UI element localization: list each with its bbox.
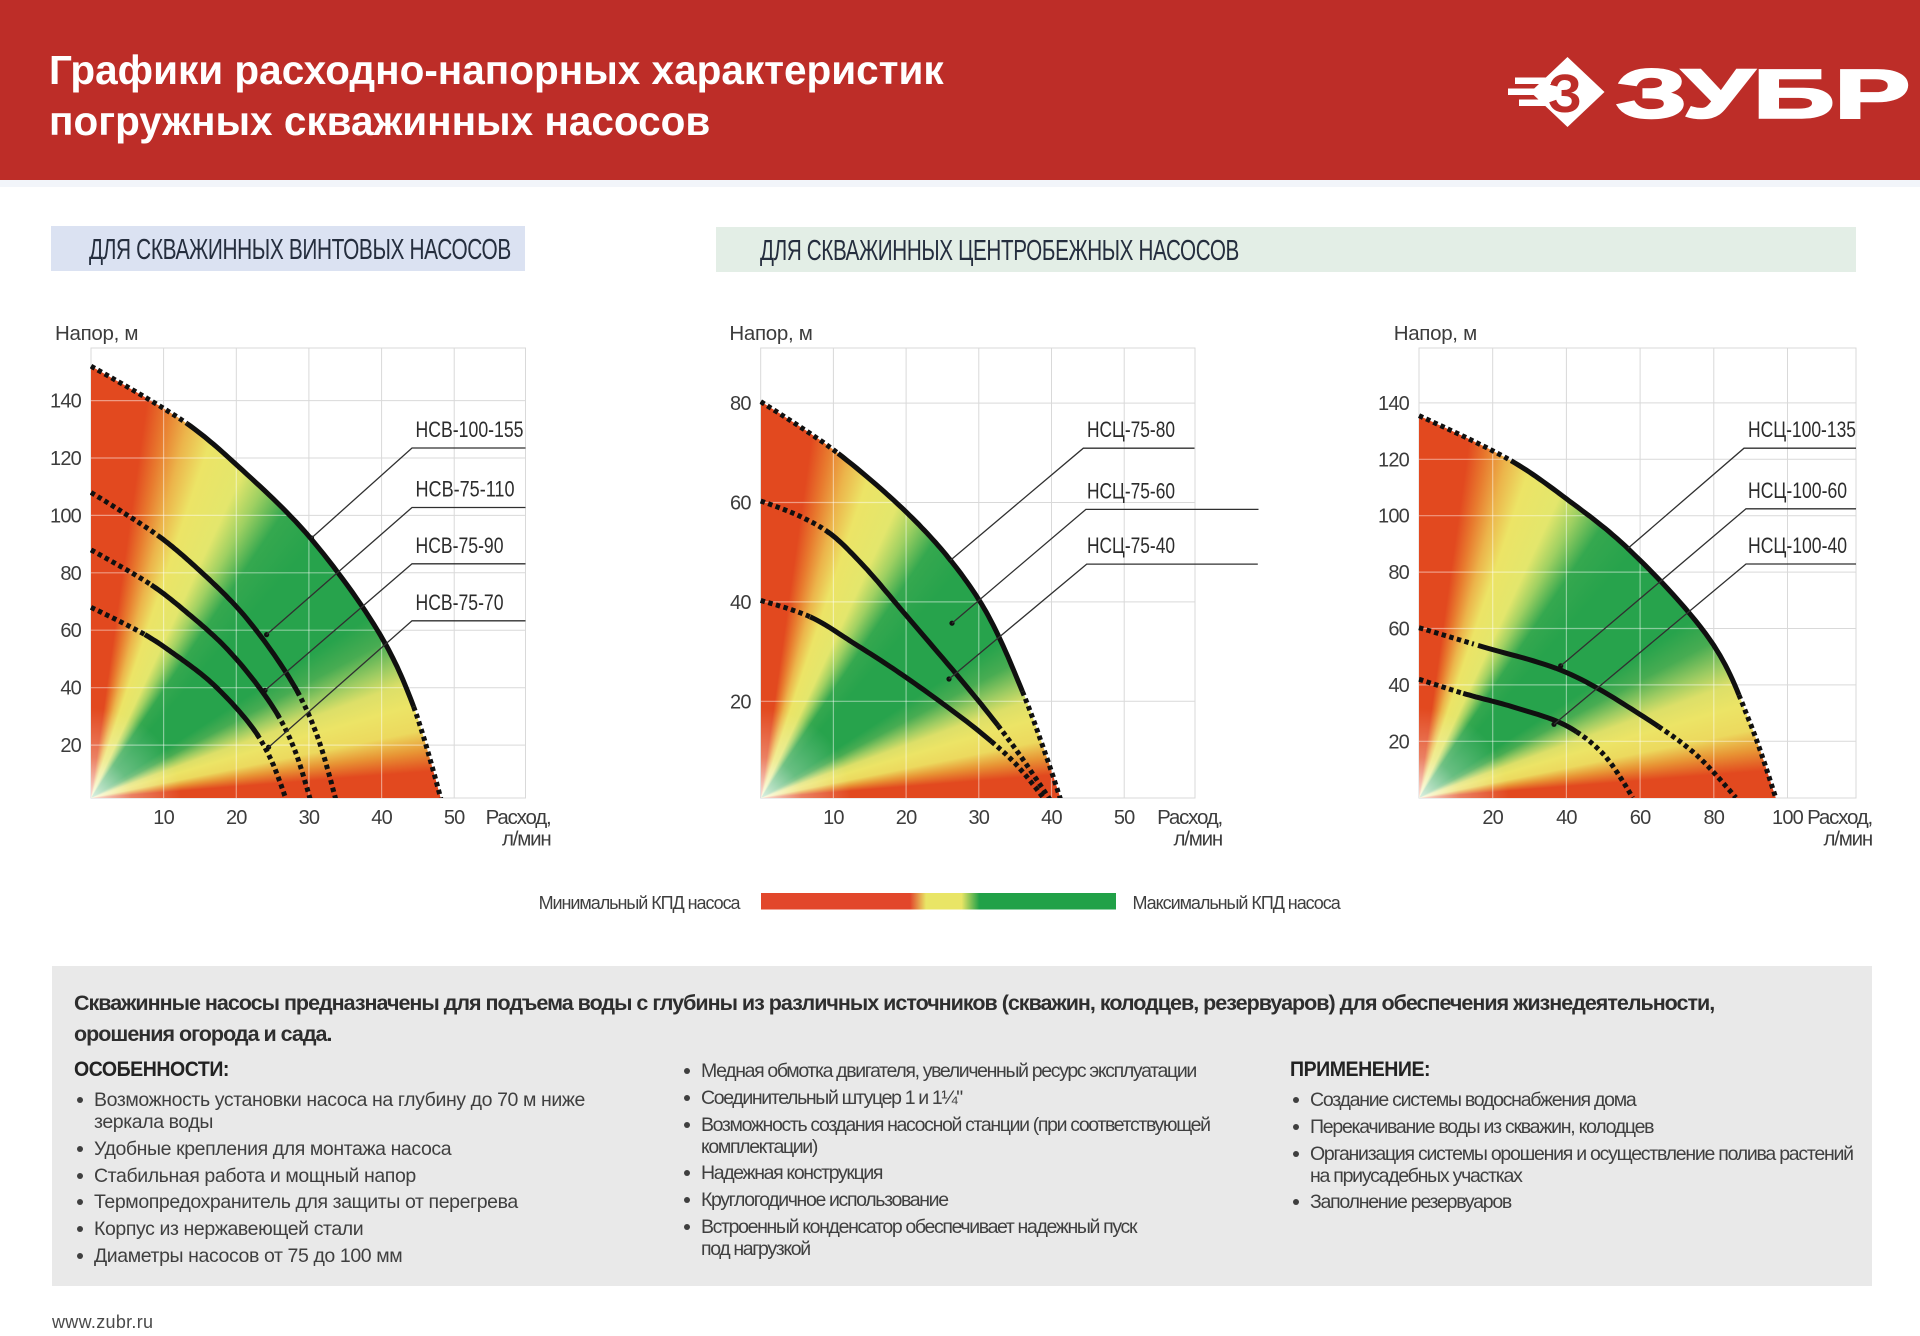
svg-text:НСВ-100-155: НСВ-100-155: [416, 417, 524, 442]
svg-text:40: 40: [1041, 807, 1062, 829]
svg-text:100: 100: [1772, 807, 1804, 829]
svg-text:80: 80: [730, 393, 751, 415]
svg-text:НСВ-75-90: НСВ-75-90: [416, 533, 504, 558]
svg-text:20: 20: [896, 807, 917, 829]
svg-text:100: 100: [1378, 506, 1410, 528]
svg-text:НСВ-75-110: НСВ-75-110: [416, 477, 515, 502]
svg-text:40: 40: [60, 678, 81, 700]
svg-text:Напор, м: Напор, м: [55, 322, 138, 345]
svg-text:60: 60: [60, 620, 81, 642]
svg-text:З: З: [1548, 64, 1582, 124]
svg-text:80: 80: [60, 563, 81, 585]
svg-text:140: 140: [1378, 393, 1410, 415]
svg-text:НСЦ-75-80: НСЦ-75-80: [1087, 417, 1175, 442]
svg-text:НСЦ-100-60: НСЦ-100-60: [1748, 478, 1847, 503]
svg-text:120: 120: [50, 448, 82, 470]
svg-text:60: 60: [1388, 619, 1409, 641]
svg-text:л/мин: л/мин: [1173, 828, 1222, 851]
svg-text:40: 40: [1556, 807, 1577, 829]
svg-text:30: 30: [968, 807, 989, 829]
svg-text:Расход,: Расход,: [486, 806, 551, 829]
svg-text:20: 20: [1482, 807, 1503, 829]
svg-text:Напор, м: Напор, м: [1394, 322, 1477, 345]
svg-text:НСЦ-75-40: НСЦ-75-40: [1087, 533, 1175, 558]
svg-text:20: 20: [226, 807, 247, 829]
svg-text:120: 120: [1378, 449, 1410, 471]
svg-text:50: 50: [1114, 807, 1135, 829]
svg-text:40: 40: [730, 592, 751, 614]
svg-text:л/мин: л/мин: [1823, 828, 1872, 851]
svg-text:л/мин: л/мин: [502, 828, 551, 851]
svg-text:Минимальный КПД насоса: Минимальный КПД насоса: [539, 893, 742, 913]
svg-text:20: 20: [730, 691, 751, 713]
svg-text:НСЦ-100-135: НСЦ-100-135: [1748, 417, 1856, 442]
svg-text:40: 40: [371, 807, 392, 829]
svg-text:30: 30: [299, 807, 320, 829]
svg-text:60: 60: [1630, 807, 1651, 829]
svg-text:НСВ-75-70: НСВ-75-70: [416, 590, 504, 615]
svg-text:10: 10: [153, 807, 174, 829]
svg-text:Расход,: Расход,: [1157, 806, 1222, 829]
svg-text:20: 20: [60, 735, 81, 757]
svg-text:НСЦ-100-40: НСЦ-100-40: [1748, 533, 1847, 558]
svg-text:40: 40: [1388, 675, 1409, 697]
svg-text:100: 100: [50, 505, 82, 527]
svg-text:50: 50: [444, 807, 465, 829]
svg-text:80: 80: [1703, 807, 1724, 829]
svg-text:10: 10: [823, 807, 844, 829]
svg-text:60: 60: [730, 493, 751, 515]
svg-text:Максимальный КПД насоса: Максимальный КПД насоса: [1133, 893, 1342, 913]
svg-text:ЗУБР: ЗУБР: [1616, 56, 1910, 133]
svg-text:80: 80: [1388, 562, 1409, 584]
svg-text:НСЦ-75-60: НСЦ-75-60: [1087, 478, 1175, 503]
svg-text:140: 140: [50, 391, 82, 413]
svg-text:20: 20: [1388, 731, 1409, 753]
svg-text:Напор, м: Напор, м: [729, 322, 812, 345]
svg-text:Расход,: Расход,: [1807, 806, 1872, 829]
